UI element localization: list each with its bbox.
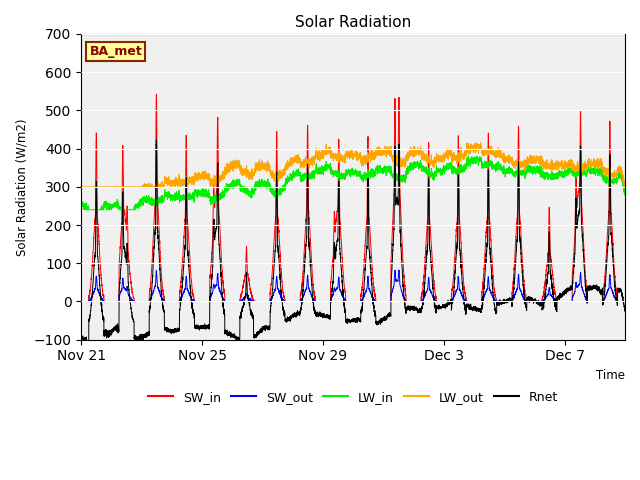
- LW_out: [178, 177, 186, 183]
- Rnet: [79, 339, 87, 345]
- SW_out: [99, 297, 107, 303]
- Rnet: [152, 137, 160, 143]
- Rnet: [401, 301, 409, 307]
- Rnet: [100, 316, 108, 322]
- SW_in: [99, 292, 107, 298]
- LW_in: [621, 192, 629, 198]
- SW_in: [621, 299, 629, 304]
- Rnet: [175, 328, 182, 334]
- Text: BA_met: BA_met: [90, 45, 142, 58]
- SW_in: [178, 267, 186, 273]
- SW_in: [615, 299, 623, 304]
- SW_out: [260, 299, 268, 304]
- LW_in: [100, 207, 108, 213]
- SW_in: [260, 299, 268, 304]
- SW_in: [175, 299, 182, 304]
- Line: LW_in: LW_in: [81, 156, 625, 210]
- LW_out: [260, 164, 268, 169]
- SW_in: [152, 91, 160, 97]
- LW_out: [175, 179, 182, 185]
- LW_out: [77, 184, 85, 190]
- LW_in: [401, 174, 409, 180]
- LW_in: [615, 171, 623, 177]
- X-axis label: Time: Time: [596, 369, 625, 382]
- LW_out: [99, 184, 107, 190]
- LW_out: [615, 169, 623, 175]
- SW_in: [77, 299, 85, 304]
- LW_in: [77, 200, 85, 206]
- SW_out: [178, 294, 186, 300]
- Rnet: [178, 286, 186, 292]
- LW_out: [621, 184, 629, 190]
- Line: LW_out: LW_out: [81, 143, 625, 187]
- SW_out: [621, 299, 629, 304]
- Rnet: [77, 335, 85, 341]
- LW_in: [175, 193, 182, 199]
- Rnet: [615, 287, 623, 292]
- SW_in: [401, 282, 409, 288]
- SW_out: [395, 267, 403, 273]
- Rnet: [260, 325, 268, 331]
- SW_out: [77, 299, 85, 304]
- LW_in: [81, 207, 89, 213]
- LW_out: [477, 140, 484, 145]
- LW_in: [178, 195, 186, 201]
- Y-axis label: Solar Radiation (W/m2): Solar Radiation (W/m2): [15, 118, 28, 255]
- LW_in: [260, 182, 268, 188]
- SW_out: [401, 296, 409, 302]
- SW_out: [615, 299, 623, 304]
- Legend: SW_in, SW_out, LW_in, LW_out, Rnet: SW_in, SW_out, LW_in, LW_out, Rnet: [143, 386, 563, 408]
- LW_in: [465, 154, 472, 159]
- Line: SW_in: SW_in: [81, 94, 625, 301]
- Line: SW_out: SW_out: [81, 270, 625, 301]
- Rnet: [621, 309, 629, 314]
- LW_out: [401, 160, 408, 166]
- SW_out: [175, 299, 182, 304]
- Title: Solar Radiation: Solar Radiation: [295, 15, 412, 30]
- Line: Rnet: Rnet: [81, 140, 625, 342]
